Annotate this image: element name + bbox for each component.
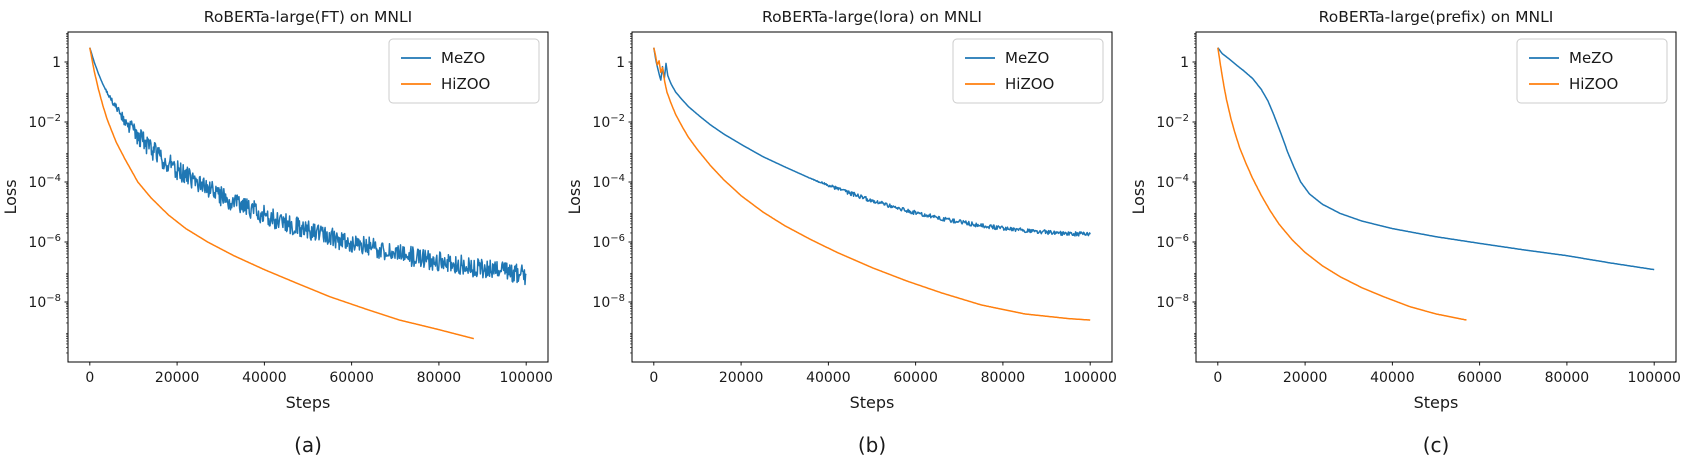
chart-panel-a: 1 10−2 10−4 10−6 10−8 0 20000 40000 60000 80000 10… <box>1 8 553 457</box>
legend-label-hizoo: HiZOO <box>1005 75 1054 93</box>
legend-box <box>952 38 1104 104</box>
y-tick-label: 1 <box>52 55 61 71</box>
plot-area-a: 1 10−2 10−4 10−6 10−8 0 20000 40000 60000 80000 10… <box>28 31 553 386</box>
x-tick-label: 100000 <box>499 370 552 386</box>
y-tick-label: 10−4 <box>28 173 61 191</box>
y-axis-label-b: Loss <box>565 179 584 214</box>
y-tick-label: 10−8 <box>1156 293 1189 311</box>
x-tick-label: 20000 <box>155 370 200 386</box>
plot-area-b: 1 10−2 10−4 10−6 10−8 0 20000 40000 60000 80000 10… <box>592 31 1117 386</box>
x-tick-label: 80000 <box>981 370 1026 386</box>
y-axis-label-a: Loss <box>1 179 20 214</box>
y-tick-label: 10−6 <box>1156 233 1189 251</box>
chart-title-a: RoBERTa-large(FT) on MNLI <box>204 8 412 26</box>
x-tick-label: 60000 <box>893 370 938 386</box>
panel-label-c: (c) <box>1423 433 1450 457</box>
y-tick-label: 1 <box>1180 55 1189 71</box>
x-tick-label: 100000 <box>1627 370 1680 386</box>
y-tick-label: 10−2 <box>28 113 61 131</box>
y-tick-label: 10−2 <box>1156 113 1189 131</box>
x-tick-label: 40000 <box>242 370 287 386</box>
y-tick-label: 10−6 <box>28 233 61 251</box>
legend-label-mezo: MeZO <box>1569 49 1613 67</box>
x-tick-label: 20000 <box>719 370 764 386</box>
chart-title-b: RoBERTa-large(lora) on MNLI <box>762 8 982 26</box>
y-axis-label-c: Loss <box>1129 179 1148 214</box>
x-tick-label: 80000 <box>1545 370 1590 386</box>
y-tick-label: 10−6 <box>592 233 625 251</box>
y-tick-label: 10−8 <box>28 293 61 311</box>
panel-label-b: (b) <box>858 433 886 457</box>
legend-box <box>388 38 540 104</box>
plot-area-c: 1 10−2 10−4 10−6 10−8 0 20000 40000 60000 80000 10… <box>1156 31 1681 386</box>
series-line-mezo <box>89 47 527 286</box>
x-tick-label: 80000 <box>417 370 462 386</box>
x-tick-label: 60000 <box>329 370 374 386</box>
y-tick-label: 10−8 <box>592 293 625 311</box>
y-tick-label: 1 <box>616 55 625 71</box>
chart-panel-b: 1 10−2 10−4 10−6 10−8 0 20000 40000 60000 80000 10… <box>565 8 1117 457</box>
x-tick-label: 40000 <box>1370 370 1415 386</box>
y-tick-label: 10−2 <box>592 113 625 131</box>
legend-label-hizoo: HiZOO <box>1569 75 1618 93</box>
series-line-hizoo <box>89 47 475 340</box>
legend-label-mezo: MeZO <box>1005 49 1049 67</box>
series-line-mezo <box>653 47 1091 237</box>
chart-panel-c: 1 10−2 10−4 10−6 10−8 0 20000 40000 60000 80000 10… <box>1129 8 1681 457</box>
x-axis-label-a: Steps <box>286 393 331 412</box>
legend-box <box>1516 38 1668 104</box>
legend-label-mezo: MeZO <box>441 49 485 67</box>
legend-label-hizoo: HiZOO <box>441 75 490 93</box>
x-axis-label-b: Steps <box>850 393 895 412</box>
panel-label-a: (a) <box>294 433 322 457</box>
series-line-hizoo <box>653 47 1091 321</box>
x-tick-label: 20000 <box>1283 370 1328 386</box>
series-line-mezo <box>1217 47 1655 271</box>
series-line-hizoo <box>1217 47 1467 321</box>
x-tick-label: 0 <box>649 370 658 386</box>
axes-frame <box>1195 31 1677 363</box>
x-tick-label: 40000 <box>806 370 851 386</box>
x-tick-label: 0 <box>1213 370 1222 386</box>
y-tick-label: 10−4 <box>592 173 625 191</box>
x-tick-label: 100000 <box>1063 370 1116 386</box>
x-tick-label: 60000 <box>1457 370 1502 386</box>
y-tick-label: 10−4 <box>1156 173 1189 191</box>
chart-title-c: RoBERTa-large(prefix) on MNLI <box>1319 8 1554 26</box>
x-tick-label: 0 <box>85 370 94 386</box>
x-axis-label-c: Steps <box>1414 393 1459 412</box>
